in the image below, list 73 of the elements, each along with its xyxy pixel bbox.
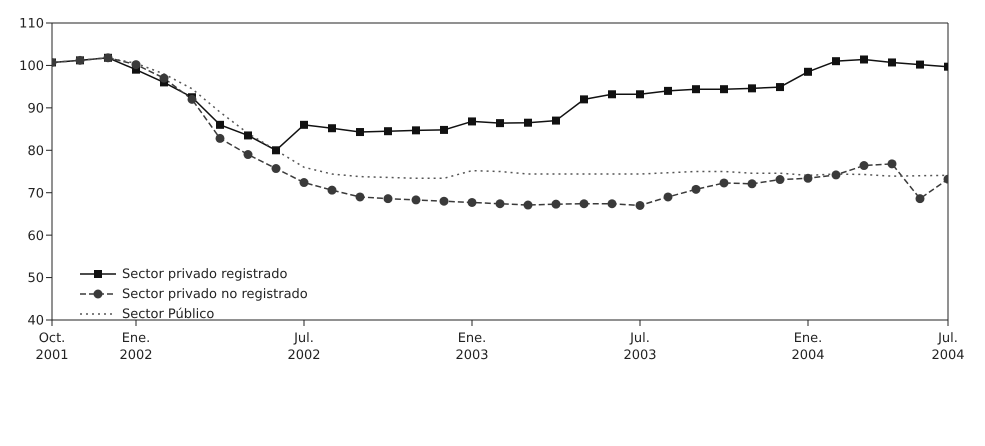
point [832, 57, 840, 66]
point [916, 60, 924, 69]
x-tick-label: Jul. 2004 [931, 331, 965, 363]
point [664, 86, 672, 95]
point [916, 194, 924, 204]
point [608, 90, 616, 98]
point [608, 199, 616, 208]
legend-label: Sector Público [122, 306, 214, 322]
x-tick-label: Ene. 2004 [791, 331, 825, 363]
y-tick-label: 80 [27, 144, 44, 159]
point [552, 200, 560, 209]
point [244, 131, 252, 140]
point [328, 124, 336, 132]
point [552, 116, 560, 125]
y-tick-label: 90 [27, 101, 44, 116]
legend-label: Sector privado no registrado [122, 286, 308, 302]
point [300, 120, 308, 129]
point [804, 68, 812, 76]
point [356, 192, 364, 202]
point [888, 159, 896, 168]
point [300, 178, 308, 188]
legend-label: Sector privado registrado [122, 266, 288, 282]
point [664, 192, 672, 202]
point [216, 120, 224, 129]
point [524, 200, 532, 210]
x-tick-label: Ene. 2003 [455, 331, 489, 363]
point [776, 83, 784, 92]
y-tick-label: 60 [27, 228, 44, 244]
point [636, 200, 644, 210]
y-tick-label: 70 [27, 186, 44, 202]
point [160, 74, 168, 83]
point [272, 146, 280, 154]
point [804, 174, 812, 183]
point [272, 164, 280, 174]
point [328, 186, 336, 195]
y-tick-label: 40 [27, 314, 44, 329]
y-tick-label: 110 [19, 16, 44, 32]
point [832, 170, 840, 180]
point [748, 179, 756, 188]
point [636, 90, 644, 98]
point [356, 128, 364, 136]
point [580, 199, 588, 208]
point [244, 150, 252, 160]
point [496, 199, 504, 208]
point [524, 118, 532, 127]
point [384, 194, 392, 204]
point [888, 58, 896, 66]
point [580, 95, 588, 104]
point [384, 127, 392, 136]
point [692, 184, 700, 194]
point [216, 134, 224, 143]
point [776, 175, 784, 184]
x-tick-label: Jul. 2002 [287, 331, 321, 363]
point [720, 178, 728, 188]
point [468, 117, 476, 126]
point [720, 85, 728, 94]
point [412, 126, 420, 134]
point [748, 84, 756, 92]
y-tick-label: 100 [19, 59, 44, 74]
point [468, 198, 476, 207]
point [412, 195, 420, 204]
point [188, 94, 196, 104]
x-tick-label: Oct. 2001 [35, 331, 69, 363]
point [132, 60, 140, 70]
y-tick-label: 50 [27, 271, 44, 286]
point [440, 196, 448, 206]
point [860, 55, 868, 64]
x-tick-label: Jul. 2003 [623, 331, 657, 363]
point [860, 161, 868, 170]
point [440, 126, 448, 134]
point [496, 119, 504, 128]
x-tick-label: Ene. 2002 [119, 331, 153, 363]
point [692, 85, 700, 94]
